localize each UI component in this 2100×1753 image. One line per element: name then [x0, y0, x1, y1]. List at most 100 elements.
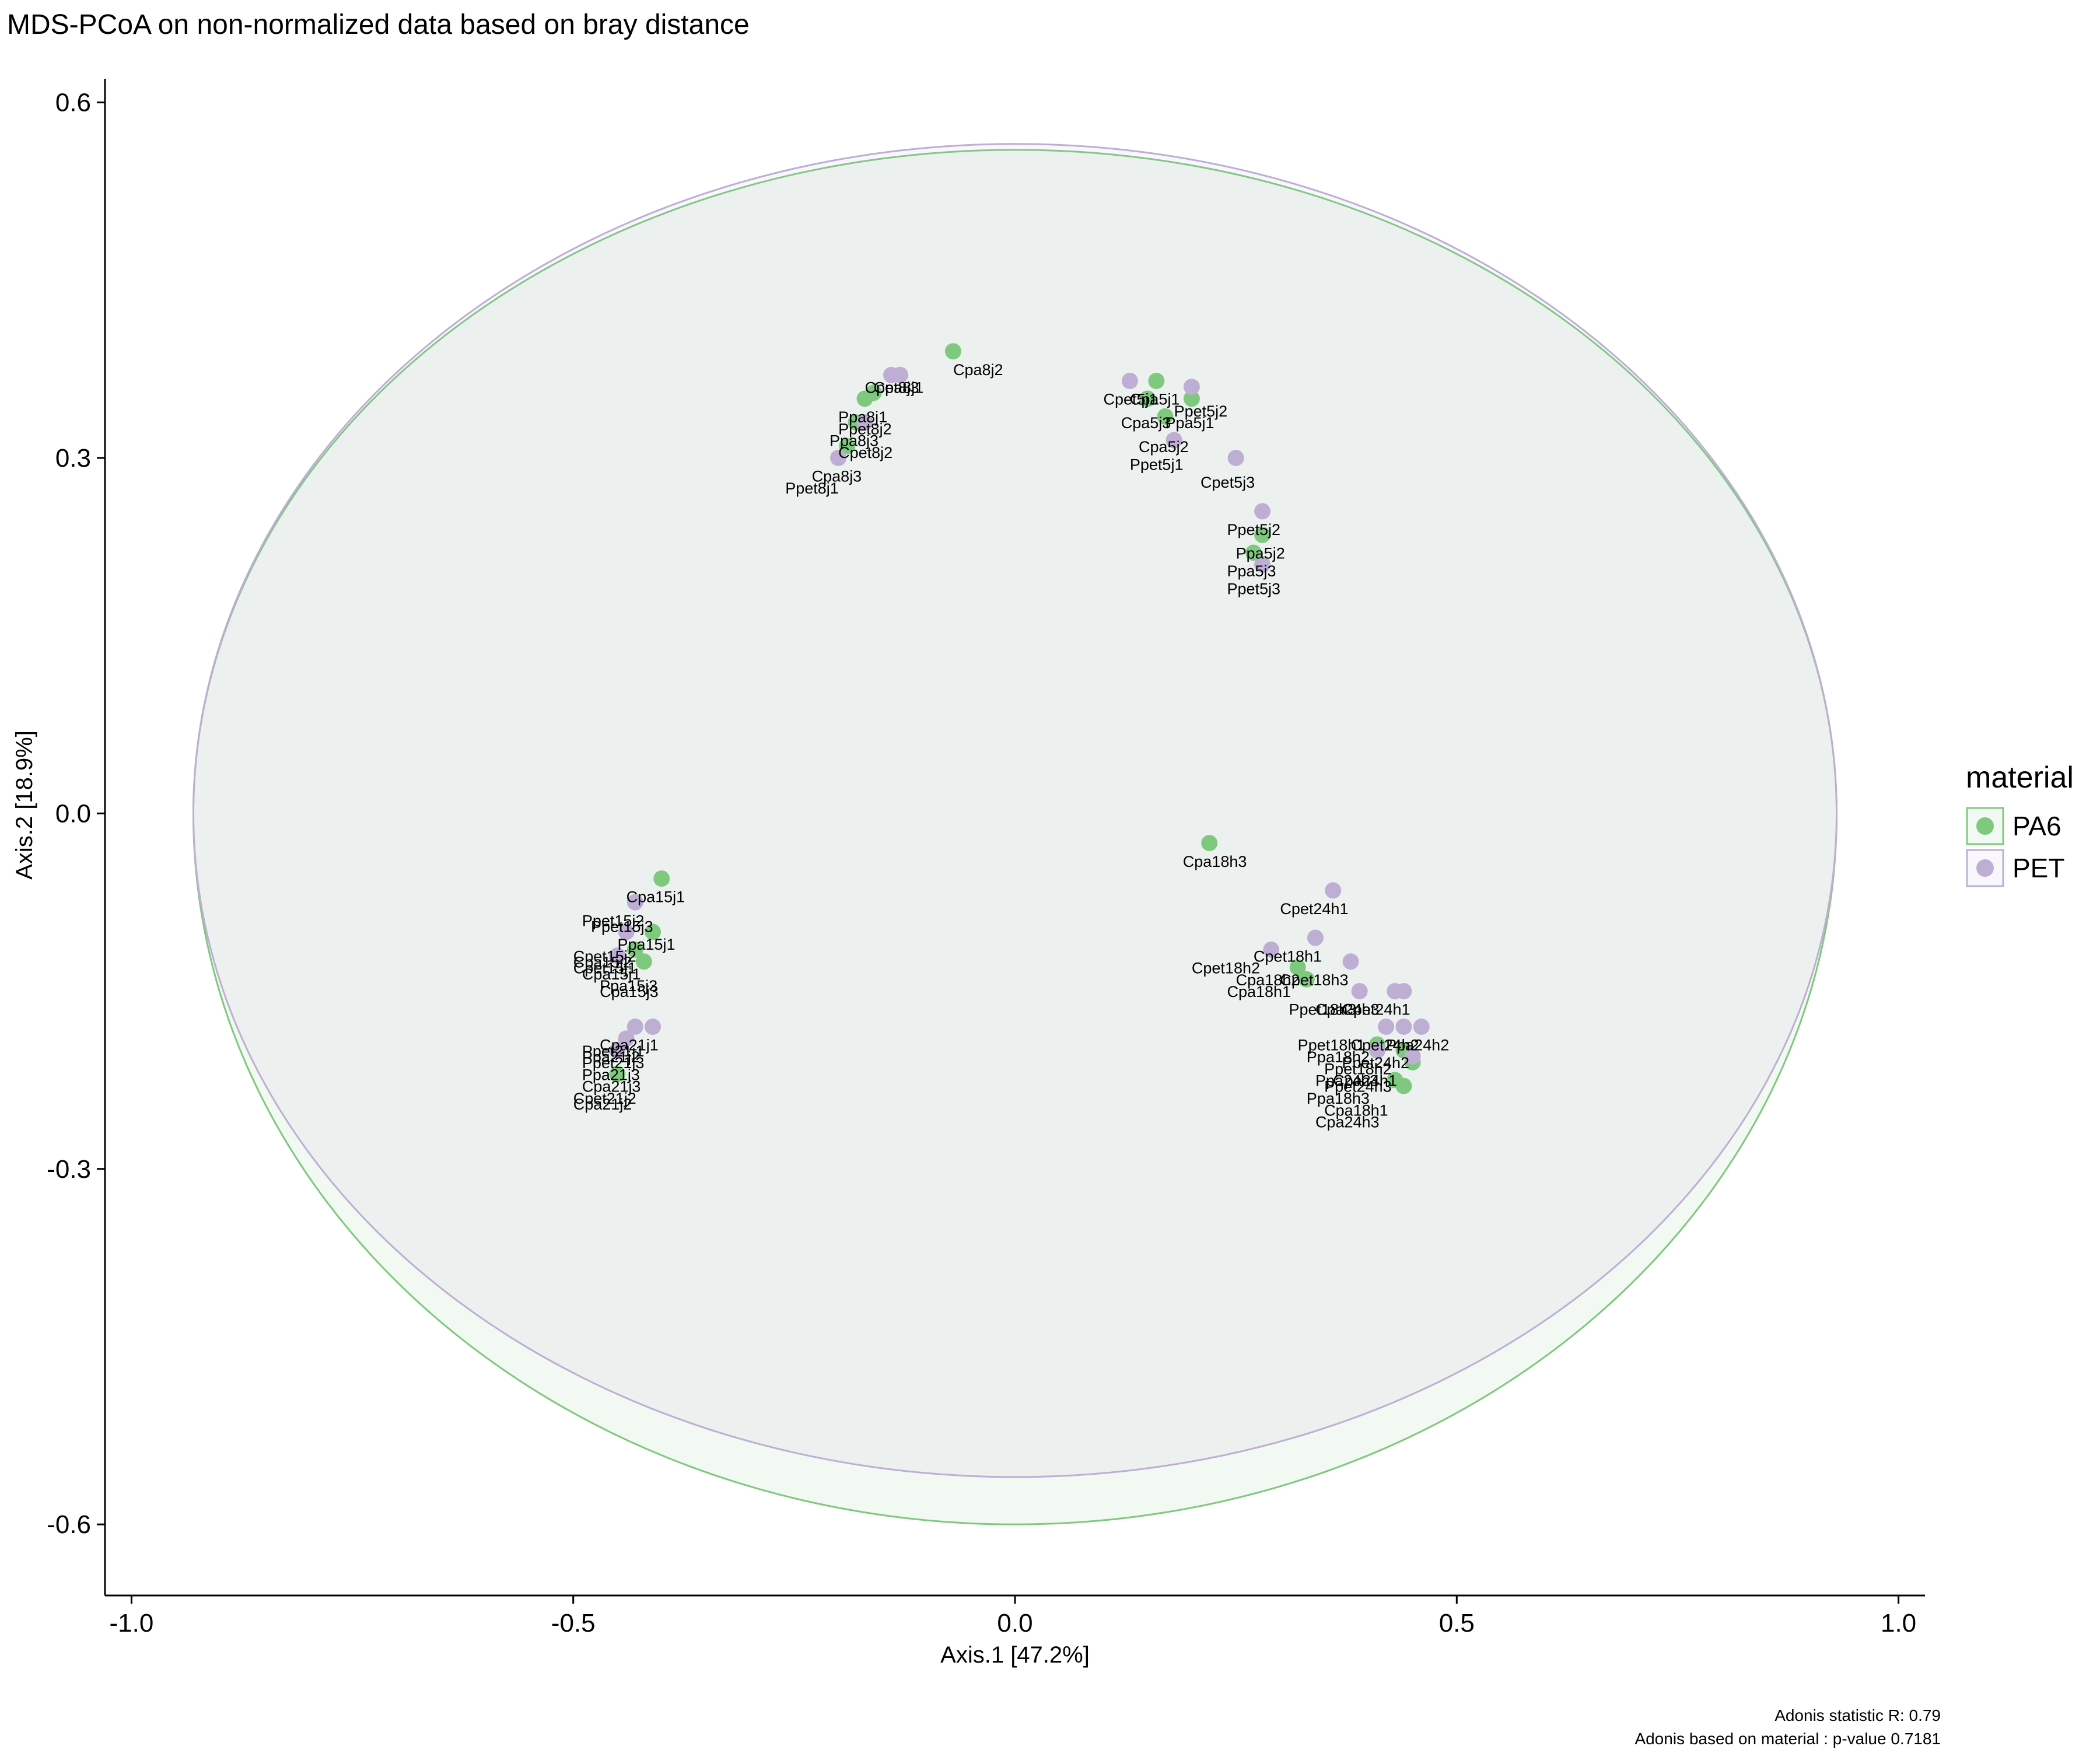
point-pa6-10	[1245, 544, 1262, 561]
point-label-49: Ppet18h1	[1298, 1037, 1366, 1054]
point-label-50: Cpet24h2	[1351, 1037, 1419, 1054]
point-pet-1	[892, 366, 909, 383]
point-label-40: Cpet24h1	[1280, 900, 1348, 918]
point-label-43: Cpet18h3	[1280, 971, 1348, 989]
point-label-15: Ppet5j1	[1130, 456, 1184, 473]
legend-marker-pa6	[1976, 817, 1994, 835]
y-tick-label-4: -0.6	[47, 1510, 91, 1539]
point-label-9: Cpet5j1	[1103, 391, 1157, 408]
point-label-7: Cpa8j3	[812, 468, 862, 485]
point-label-37: Cpa21j3	[582, 1078, 641, 1096]
footnote-adonis-pvalue: Adonis based on material : p-value 0.718…	[1634, 1730, 1941, 1748]
y-axis-label: Axis.2 [18.9%]	[12, 730, 37, 880]
point-pet-27	[1368, 1042, 1385, 1059]
point-label-57: Ppet24h3	[1324, 1078, 1392, 1096]
point-label-4: Ppet8j2	[838, 420, 892, 438]
point-label-39: Cpa21j2	[573, 1096, 632, 1113]
legend-marker-pet	[1976, 859, 1994, 877]
x-tick-label-4: 1.0	[1881, 1609, 1916, 1637]
ellipse-pet	[192, 143, 1838, 1478]
point-label-42: Cpet18h2	[1192, 960, 1260, 977]
point-pet-10	[626, 894, 643, 911]
point-pet-7	[1227, 450, 1244, 466]
point-label-31: Cpa15j3	[600, 983, 659, 1000]
point-label-12: Cpa5j3	[1121, 414, 1171, 432]
point-pa6-19	[1298, 971, 1315, 988]
y-tick-label-0: 0.6	[55, 89, 91, 117]
point-pa6-7	[1139, 390, 1156, 407]
point-label-19: Ppa5j3	[1227, 562, 1276, 580]
point-label-48: Cpet24h1	[1342, 1001, 1410, 1019]
point-label-58: Ppa18h3	[1307, 1090, 1370, 1107]
point-pet-15	[618, 1030, 635, 1047]
point-label-38: Cpet21j2	[573, 1090, 636, 1107]
point-pa6-14	[626, 941, 643, 958]
y-ticks: 0.6 0.3 0.0 -0.3 -0.6	[47, 89, 105, 1539]
point-label-26: Cpet15j2	[573, 947, 636, 965]
point-pet-6	[1166, 432, 1182, 449]
point-pet-11	[618, 923, 635, 940]
y-tick-label-3: -0.3	[47, 1155, 91, 1184]
x-axis-label: Axis.1 [47.2%]	[940, 1642, 1090, 1668]
legend-entries: PA6 PET	[1966, 807, 2064, 887]
point-label-5: Ppa8j3	[830, 432, 878, 450]
point-label-25: Ppa15j1	[617, 936, 675, 953]
point-pet-8	[1254, 503, 1271, 520]
legend-key-pa6	[1966, 807, 2004, 845]
point-label-21: Cpa18h3	[1183, 853, 1247, 870]
point-label-32: Cpa21j1	[600, 1037, 659, 1054]
point-pet-13	[645, 1019, 662, 1035]
point-label-53: Ppet24h2	[1342, 1054, 1409, 1072]
point-pa6-24	[1395, 1077, 1412, 1094]
point-label-11: Ppet5j2	[1174, 403, 1228, 420]
footnote-adonis-statistic: Adonis statistic R: 0.79	[1774, 1706, 1941, 1724]
point-label-51: Ppa24h2	[1386, 1037, 1449, 1054]
point-label-10: Cpa5j1	[1130, 391, 1180, 408]
point-pet-28	[1404, 1048, 1421, 1065]
point-pet-17	[1325, 882, 1342, 899]
point-label-1: Cpet8j3	[865, 379, 919, 396]
point-pet-9	[1254, 556, 1271, 573]
point-label-6: Cpet8j2	[838, 444, 892, 461]
point-pa6-17	[609, 1066, 626, 1083]
point-pa6-2	[856, 390, 873, 407]
point-pet-5	[1183, 379, 1200, 396]
point-label-36: Ppa21j3	[582, 1066, 640, 1083]
point-label-59: Cpa18h1	[1324, 1101, 1388, 1119]
point-label-16: Cpet5j3	[1200, 474, 1255, 491]
point-label-47: Cpa24h3	[1315, 1001, 1380, 1019]
x-tick-label-0: -1.0	[110, 1609, 154, 1637]
point-label-3: Ppa8j1	[838, 408, 887, 426]
point-label-34: Ppa21j2	[582, 1048, 640, 1066]
point-pet-23	[1395, 983, 1412, 1000]
point-label-29: Cpa15j1	[582, 965, 641, 983]
point-label-28: Cpet15j1	[573, 960, 636, 977]
legend: material PA6 PET	[1966, 761, 2074, 887]
point-pet-21	[1351, 983, 1368, 1000]
point-pa6-6	[1183, 390, 1200, 407]
point-label-35: Ppet21j3	[582, 1054, 645, 1072]
x-tick-label-2: 0.0	[997, 1609, 1032, 1637]
legend-title: material	[1966, 761, 2074, 795]
x-tick-label-1: -0.5	[551, 1609, 596, 1637]
point-pet-25	[1395, 1019, 1412, 1035]
point-label-45: Cpa18h1	[1227, 983, 1291, 1000]
y-tick-label-2: 0.0	[55, 799, 91, 828]
point-labels: Cpa8j2Cpet8j3Cpa8j1Ppa8j1Ppet8j2Ppa8j3Cp…	[573, 361, 1450, 1131]
data-points	[609, 343, 1430, 1094]
point-pet-18	[1307, 929, 1324, 946]
point-label-54: Ppet18h2	[1324, 1060, 1392, 1077]
confidence-ellipses	[192, 143, 1838, 1525]
x-ticks: -1.0 -0.5 0.0 0.5 1.0	[110, 1595, 1916, 1637]
point-pa6-13	[645, 923, 662, 940]
point-label-46: Ppet18h3	[1289, 1001, 1357, 1019]
point-pa6-12	[653, 870, 670, 887]
legend-label-pet: PET	[2013, 853, 2064, 883]
point-pet-26	[1378, 1019, 1395, 1035]
point-pet-14	[626, 1019, 643, 1035]
point-pa6-4	[839, 438, 856, 454]
point-pet-24	[1413, 1019, 1430, 1035]
x-tick-label-3: 0.5	[1439, 1609, 1475, 1637]
point-label-44: Cpa18h2	[1236, 971, 1300, 989]
